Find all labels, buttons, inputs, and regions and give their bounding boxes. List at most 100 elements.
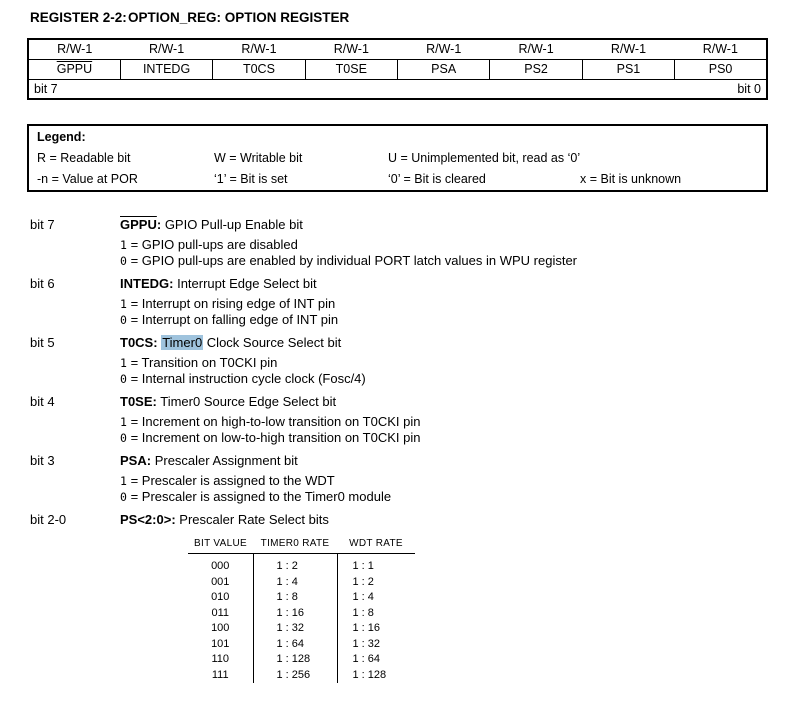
legend-box: Legend: R = Readable bit W = Writable bi…	[27, 124, 768, 192]
bit-value-cell: 010	[211, 591, 230, 603]
bit-definition-line: PSA: Prescaler Assignment bit	[120, 452, 796, 469]
bit-value-cell: 111	[211, 668, 229, 681]
bit-value-meaning: Interrupt on rising edge of INT pin	[141, 296, 336, 311]
wdt-rate-cell: 1 : 8	[336, 605, 415, 621]
access-cell: R/W-1	[489, 39, 583, 60]
bit-function: Interrupt Edge Select bit	[177, 276, 317, 291]
legend-writable: W = Writable bit	[214, 151, 303, 165]
bit-name-cell-t0se: T0SE	[304, 58, 399, 80]
register-number-label: REGISTER 2-2:	[30, 10, 127, 25]
bit-definition-line: INTEDG: Interrupt Edge Select bit	[120, 275, 796, 292]
access-cell: R/W-1	[120, 39, 213, 60]
legend-row: R = Readable bit W = Writable bit U = Un…	[37, 151, 758, 172]
bit-name-cell-ps1: PS1	[581, 58, 676, 80]
timer0-rate-cell: 1 : 128	[252, 652, 337, 668]
bit-function: Prescaler Assignment bit	[154, 453, 298, 468]
register-name-label: OPTION_REG: OPTION REGISTER	[128, 10, 350, 25]
msb-label: bit 7	[34, 81, 58, 96]
bit-number-label: bit 2-0	[30, 512, 67, 527]
prescaler-row: 110 1 : 128 1 : 64	[188, 652, 415, 668]
bit-value: 1	[120, 356, 127, 370]
bit-value-meaning: GPIO pull-ups are enabled by individual …	[141, 253, 578, 268]
bit-value: 1	[120, 238, 127, 252]
legend-bit-cleared: ‘0’ = Bit is cleared	[388, 172, 486, 186]
bit3-block: bit 3 PSA: Prescaler Assignment bit 1 = …	[30, 452, 796, 505]
bit-value-cell: 000	[211, 560, 230, 572]
equals-sign: =	[130, 414, 139, 429]
bit-value: 0	[120, 254, 127, 268]
timer0-rate-cell: 1 : 32	[252, 621, 337, 637]
legend-por: -n = Value at POR	[37, 172, 138, 186]
bit-value-meaning: GPIO pull-ups are disabled	[141, 237, 298, 252]
bit-number-label: bit 7	[30, 217, 55, 232]
bit-range-cell: bit 7 bit 0	[28, 78, 767, 99]
colon: :	[171, 512, 176, 527]
prescaler-header-row: BIT VALUE TIMER0 RATE WDT RATE	[188, 538, 415, 554]
bit-value-cell: 110	[211, 653, 230, 665]
bit-value-line: 1 = Interrupt on rising edge of INT pin	[120, 296, 796, 312]
bit-value-line: 1 = Prescaler is assigned to the WDT	[120, 473, 796, 489]
bit-range-row: bit 7 bit 0	[28, 78, 767, 99]
bit-function: Timer0 Source Edge Select bit	[160, 394, 337, 409]
colon: :	[169, 276, 174, 291]
prescaler-row: 010 1 : 8 1 : 4	[188, 590, 415, 606]
equals-sign: =	[130, 371, 139, 386]
colon: :	[146, 453, 152, 468]
bit-value: 0	[120, 313, 127, 327]
bit-number-label: bit 4	[30, 394, 55, 409]
bit-mnemonic: GPPU	[120, 217, 157, 232]
prescaler-row: 001 1 : 4 1 : 2	[188, 574, 415, 590]
bit-value-meaning: Transition on T0CKI pin	[141, 355, 278, 370]
bit-value-cell: 001	[211, 575, 230, 588]
bit-value-line: 0 = Increment on low-to-high transition …	[120, 430, 796, 446]
equals-sign: =	[130, 489, 139, 504]
legend-readable: R = Readable bit	[37, 151, 131, 165]
bit-mnemonic: PS<2:0>	[120, 512, 172, 527]
bit-value: 1	[120, 415, 127, 429]
bit-value-line: 1 = Transition on T0CKI pin	[120, 355, 796, 371]
equals-sign: =	[130, 253, 139, 268]
bit-function: GPIO Pull-up Enable bit	[164, 217, 303, 232]
equals-sign: =	[130, 237, 139, 252]
equals-sign: =	[130, 430, 139, 445]
register-bit-table: R/W-1 R/W-1 R/W-1 R/W-1 R/W-1 R/W-1 R/W-…	[27, 38, 768, 100]
access-cell: R/W-1	[397, 39, 490, 60]
wdt-rate-cell: 1 : 1	[336, 553, 415, 575]
bit-descriptions: bit 7 GPPU: GPIO Pull-up Enable bit 1 = …	[30, 216, 796, 683]
bit7-block: bit 7 GPPU: GPIO Pull-up Enable bit 1 = …	[30, 216, 796, 269]
prescaler-rate-table: BIT VALUE TIMER0 RATE WDT RATE 000 1 : 2…	[188, 538, 415, 683]
bit5-block: bit 5 T0CS: Timer0 Clock Source Select b…	[30, 334, 796, 387]
bit-value: 0	[120, 490, 127, 504]
prescaler-row: 100 1 : 32 1 : 16	[188, 621, 415, 637]
timer0-rate-cell: 1 : 4	[252, 574, 337, 590]
bit-value-meaning: Increment on low-to-high transition on T…	[141, 430, 421, 445]
wdt-rate-cell: 1 : 64	[336, 652, 415, 668]
equals-sign: =	[130, 355, 139, 370]
prescaler-row: 000 1 : 2 1 : 1	[188, 553, 415, 575]
bit-value-line: 0 = Interrupt on falling edge of INT pin	[120, 312, 796, 328]
bit-definition-line: GPPU: GPIO Pull-up Enable bit	[120, 216, 796, 233]
bit-number-label: bit 5	[30, 335, 55, 350]
bit-name-cell-intedg: INTEDG	[119, 58, 214, 80]
wdt-rate-cell: 1 : 16	[336, 621, 415, 637]
bit-number-label: bit 3	[30, 453, 55, 468]
col-header-bit-value: BIT VALUE	[188, 538, 253, 554]
bit-value-cell: 100	[211, 622, 230, 634]
wdt-rate-cell: 1 : 4	[336, 590, 415, 606]
bit-value: 1	[120, 297, 127, 311]
prescaler-row: 111 1 : 256 1 : 128	[188, 667, 415, 683]
legend-bit-set: ‘1’ = Bit is set	[214, 172, 288, 186]
timer0-rate-cell: 1 : 2	[252, 553, 337, 575]
bit-mnemonic: T0CS	[120, 335, 154, 350]
bit-name-cell-ps0: PS0	[674, 58, 768, 80]
bit-value-line: 0 = GPIO pull-ups are enabled by individ…	[120, 253, 796, 269]
prescaler-row: 011 1 : 16 1 : 8	[188, 605, 415, 621]
bit-value-meaning: Increment on high-to-low transition on T…	[141, 414, 421, 429]
access-cell: R/W-1	[674, 39, 767, 60]
bit-value-meaning: Interrupt on falling edge of INT pin	[141, 312, 339, 327]
colon: :	[152, 394, 157, 409]
bit-number-label: bit 6	[30, 276, 55, 291]
bit-definition-line: T0CS: Timer0 Clock Source Select bit	[120, 334, 796, 351]
bit-name-row: GPPU INTEDG T0CS T0SE PSA PS2 PS1 PS0	[27, 58, 768, 80]
bit-value-line: 1 = Increment on high-to-low transition …	[120, 414, 796, 430]
